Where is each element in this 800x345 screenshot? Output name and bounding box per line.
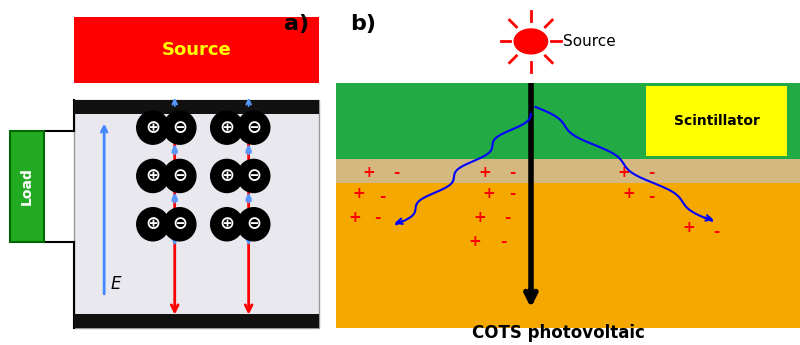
Text: -: - bbox=[648, 189, 654, 204]
Text: ⊕: ⊕ bbox=[219, 215, 234, 233]
Text: -: - bbox=[379, 189, 386, 204]
Text: ⊕: ⊕ bbox=[146, 215, 161, 233]
Text: -: - bbox=[393, 165, 399, 180]
Text: -: - bbox=[505, 210, 511, 225]
Bar bbox=[336, 159, 800, 183]
Text: +: + bbox=[362, 165, 375, 180]
Text: b): b) bbox=[350, 14, 376, 34]
Circle shape bbox=[514, 29, 547, 54]
Text: -: - bbox=[509, 186, 515, 201]
Text: -: - bbox=[714, 224, 720, 239]
Bar bbox=[74, 100, 319, 114]
Text: COTS photovoltaic: COTS photovoltaic bbox=[472, 324, 645, 342]
Text: ⊕: ⊕ bbox=[219, 119, 234, 137]
Text: Source: Source bbox=[162, 41, 231, 59]
Text: ⊕: ⊕ bbox=[219, 167, 234, 185]
Circle shape bbox=[238, 111, 270, 144]
Text: ⊕: ⊕ bbox=[146, 119, 161, 137]
Text: ⊖: ⊖ bbox=[172, 215, 187, 233]
Text: ⊖: ⊖ bbox=[172, 119, 187, 137]
Circle shape bbox=[164, 159, 196, 193]
Text: -: - bbox=[500, 234, 506, 249]
Text: ⊖: ⊖ bbox=[246, 167, 262, 185]
Text: ⊖: ⊖ bbox=[172, 167, 187, 185]
Text: ⊖: ⊖ bbox=[246, 119, 262, 137]
Text: E: E bbox=[111, 275, 122, 293]
Text: +: + bbox=[482, 186, 495, 201]
Text: +: + bbox=[348, 210, 361, 225]
Text: Scintillator: Scintillator bbox=[674, 114, 759, 128]
Circle shape bbox=[210, 208, 243, 241]
Text: -: - bbox=[509, 165, 515, 180]
Circle shape bbox=[137, 208, 169, 241]
Text: +: + bbox=[353, 186, 366, 201]
Text: +: + bbox=[474, 210, 486, 225]
Bar bbox=[336, 83, 800, 159]
Text: +: + bbox=[622, 186, 634, 201]
Text: Source: Source bbox=[563, 34, 616, 49]
Bar bbox=[74, 314, 319, 328]
Text: +: + bbox=[469, 234, 482, 249]
Circle shape bbox=[137, 111, 169, 144]
Circle shape bbox=[238, 159, 270, 193]
Text: ⊕: ⊕ bbox=[146, 167, 161, 185]
Text: -: - bbox=[648, 165, 654, 180]
Circle shape bbox=[210, 111, 243, 144]
Text: a): a) bbox=[284, 14, 309, 34]
Circle shape bbox=[164, 208, 196, 241]
Text: ⊖: ⊖ bbox=[246, 215, 262, 233]
Text: +: + bbox=[478, 165, 491, 180]
Bar bbox=[74, 17, 319, 83]
Circle shape bbox=[210, 159, 243, 193]
Circle shape bbox=[238, 208, 270, 241]
Bar bbox=[74, 100, 319, 328]
Circle shape bbox=[164, 111, 196, 144]
Text: +: + bbox=[618, 165, 630, 180]
Circle shape bbox=[137, 159, 169, 193]
Text: +: + bbox=[682, 220, 695, 235]
Text: -: - bbox=[374, 210, 381, 225]
Bar bbox=[10, 131, 44, 241]
Text: Load: Load bbox=[20, 167, 34, 205]
Bar bbox=[336, 159, 800, 328]
